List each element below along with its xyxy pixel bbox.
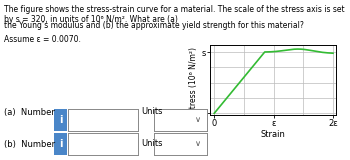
Y-axis label: Stress (10⁶ N/m²): Stress (10⁶ N/m²) [189,47,198,113]
Text: (a)  Number: (a) Number [4,108,54,116]
Text: Units: Units [142,108,163,116]
Text: ∨: ∨ [195,140,201,148]
Text: ∨: ∨ [195,116,201,124]
Text: the Young’s modulus and (b) the approximate yield strength for this material?: the Young’s modulus and (b) the approxim… [4,21,303,30]
X-axis label: Strain: Strain [260,130,286,139]
Text: Units: Units [142,140,163,148]
Text: Assume ε = 0.0070.: Assume ε = 0.0070. [4,35,80,44]
Text: i: i [59,139,62,149]
Text: (b)  Number: (b) Number [4,140,55,148]
Text: i: i [59,115,62,125]
Text: The figure shows the stress-strain curve for a material. The scale of the stress: The figure shows the stress-strain curve… [4,5,344,24]
